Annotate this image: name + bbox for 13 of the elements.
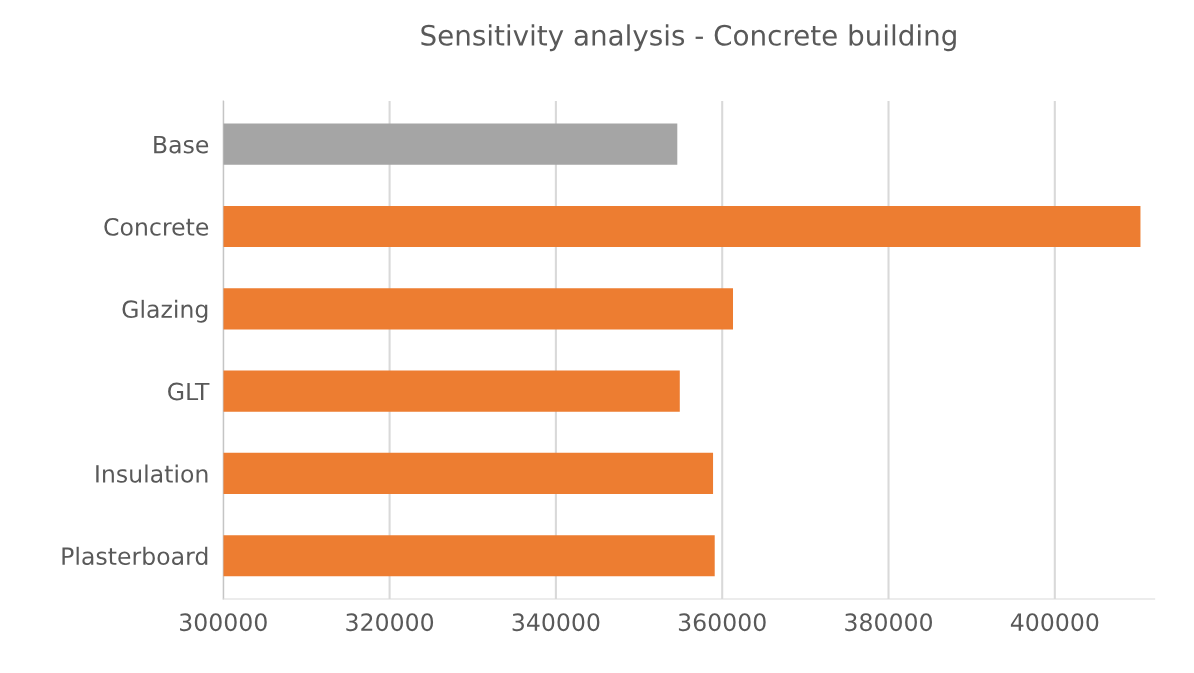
y-tick-label: Glazing <box>122 299 208 323</box>
x-tick-label: 300000 <box>180 613 267 632</box>
x-tick-label: 380000 <box>845 613 932 632</box>
y-tick-label: Base <box>154 135 209 154</box>
y-tick-label: GLT <box>168 382 210 401</box>
y-tick-label: Insulation <box>96 464 208 483</box>
x-tick-label: 400000 <box>1010 613 1099 632</box>
y-tick-label: Plasterboard <box>62 546 208 566</box>
x-tick-label: 360000 <box>678 613 766 632</box>
y-tick-label: Concrete <box>104 217 209 236</box>
x-tick-label: 320000 <box>346 613 434 632</box>
x-tick-label: 340000 <box>512 613 600 632</box>
chart-title: Sensitivity analysis - Concrete building <box>421 24 956 52</box>
